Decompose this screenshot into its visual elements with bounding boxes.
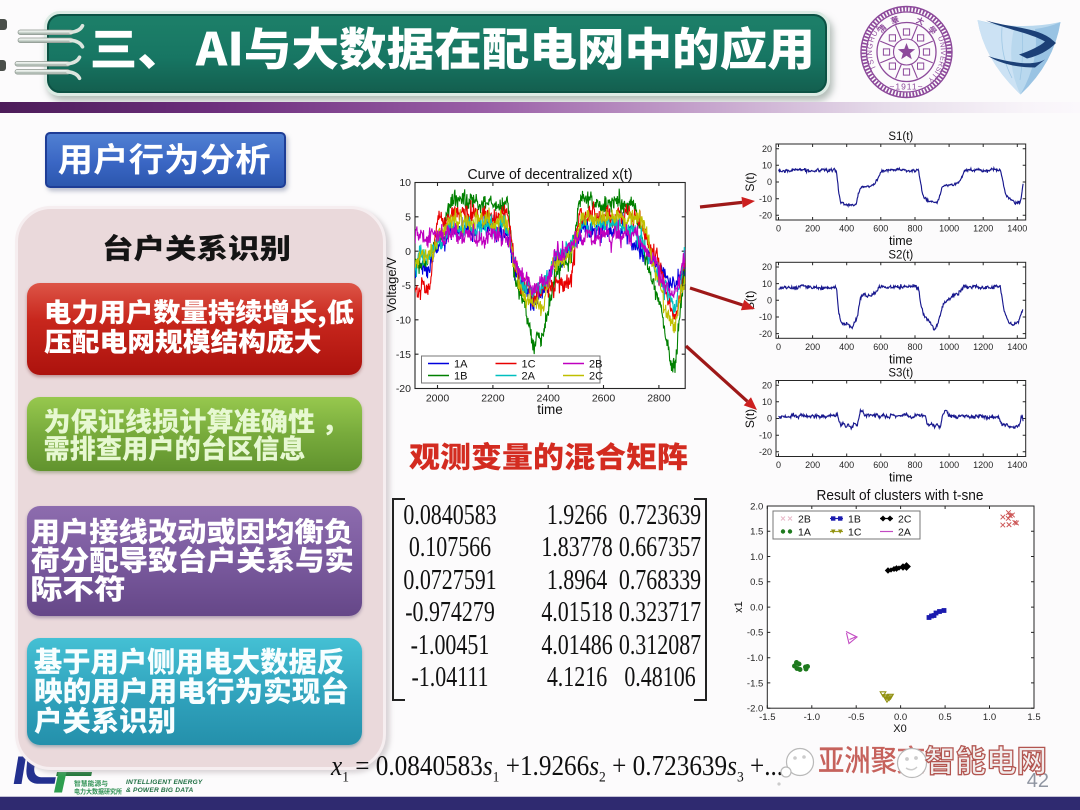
svg-text:Voltage/V: Voltage/V: [384, 257, 399, 313]
svg-text:1.5: 1.5: [750, 527, 763, 538]
svg-text:-10: -10: [759, 194, 772, 204]
svg-text:-10: -10: [759, 430, 772, 440]
svg-text:time: time: [889, 352, 913, 366]
svg-text:-15: -15: [396, 349, 411, 361]
svg-text:2600: 2600: [592, 393, 616, 405]
svg-text:time: time: [889, 234, 913, 248]
svg-text:-20: -20: [759, 447, 772, 457]
svg-text:200: 200: [805, 460, 820, 470]
svg-text:800: 800: [907, 342, 922, 352]
svg-text:S(t): S(t): [743, 172, 757, 191]
svg-text:Result of clusters with t-sne: Result of clusters with t-sne: [817, 487, 984, 504]
svg-text:1C: 1C: [522, 359, 536, 371]
svg-text:2A: 2A: [898, 526, 911, 538]
svg-text:-1.5: -1.5: [747, 678, 763, 689]
svg-text:-1.5: -1.5: [759, 712, 775, 723]
svg-text:400: 400: [839, 342, 854, 352]
svg-text:1B: 1B: [848, 513, 861, 525]
svg-text:-20: -20: [759, 329, 772, 339]
svg-text:0.0: 0.0: [894, 712, 907, 723]
svg-text:~1911~: ~1911~: [889, 82, 923, 92]
svg-text:20: 20: [762, 144, 772, 154]
svg-text:X0: X0: [893, 723, 906, 735]
svg-text:2800: 2800: [647, 393, 671, 405]
svg-text:-10: -10: [759, 312, 772, 322]
svg-text:S2(t): S2(t): [888, 249, 913, 261]
svg-text:400: 400: [839, 460, 854, 470]
svg-text:1200: 1200: [973, 460, 993, 470]
svg-text:0: 0: [767, 295, 772, 305]
svg-text:S(t): S(t): [743, 409, 757, 428]
svg-text:200: 200: [805, 342, 820, 352]
svg-text:-0.5: -0.5: [747, 628, 763, 639]
svg-text:2B: 2B: [798, 513, 811, 525]
svg-text:800: 800: [907, 224, 922, 234]
svg-text:-1.0: -1.0: [804, 712, 820, 723]
svg-text:1.0: 1.0: [750, 552, 763, 563]
svg-text:-1.0: -1.0: [747, 653, 763, 664]
svg-text:0: 0: [776, 342, 781, 352]
svg-text:1000: 1000: [939, 224, 959, 234]
svg-text:2000: 2000: [426, 393, 450, 405]
svg-text:time: time: [889, 471, 913, 485]
svg-text:0: 0: [767, 414, 772, 424]
svg-text:200: 200: [805, 224, 820, 234]
svg-text:800: 800: [907, 460, 922, 470]
svg-text:2C: 2C: [898, 513, 912, 525]
svg-text:10: 10: [762, 161, 772, 171]
svg-text:600: 600: [873, 342, 888, 352]
svg-text:1A: 1A: [454, 359, 468, 371]
svg-text:x1: x1: [733, 601, 745, 613]
svg-text:1A: 1A: [798, 526, 811, 538]
svg-text:10: 10: [762, 397, 772, 407]
svg-text:1200: 1200: [973, 342, 993, 352]
svg-text:time: time: [537, 402, 563, 417]
svg-text:-5: -5: [402, 280, 411, 292]
svg-text:1400: 1400: [1007, 460, 1027, 470]
svg-text:-2.0: -2.0: [747, 704, 763, 715]
svg-text:2.0: 2.0: [750, 501, 763, 512]
svg-text:1.5: 1.5: [1027, 712, 1040, 723]
svg-text:20: 20: [762, 262, 772, 272]
svg-text:-0.5: -0.5: [848, 712, 864, 723]
svg-text:0: 0: [767, 177, 772, 187]
svg-text:20: 20: [762, 380, 772, 390]
svg-text:400: 400: [839, 224, 854, 234]
svg-text:1.0: 1.0: [983, 712, 996, 723]
svg-text:Curve of decentralized x(t): Curve of decentralized x(t): [468, 166, 633, 183]
svg-text:600: 600: [873, 224, 888, 234]
svg-text:2400: 2400: [537, 393, 561, 405]
svg-text:0: 0: [405, 246, 411, 258]
svg-text:S3(t): S3(t): [888, 368, 913, 380]
svg-text:2C: 2C: [589, 371, 603, 383]
svg-text:10: 10: [762, 279, 772, 289]
svg-text:S1(t): S1(t): [888, 131, 913, 143]
svg-text:600: 600: [873, 460, 888, 470]
svg-text:1400: 1400: [1007, 224, 1027, 234]
svg-text:2200: 2200: [481, 393, 505, 405]
svg-text:1C: 1C: [848, 526, 862, 538]
svg-text:2A: 2A: [522, 371, 536, 383]
svg-text:1400: 1400: [1007, 342, 1027, 352]
svg-text:10: 10: [399, 177, 411, 189]
svg-text:1000: 1000: [939, 460, 959, 470]
svg-text:0.0: 0.0: [750, 602, 763, 613]
svg-text:-20: -20: [759, 211, 772, 221]
svg-text:1000: 1000: [939, 342, 959, 352]
svg-text:0: 0: [776, 460, 781, 470]
svg-text:1200: 1200: [973, 224, 993, 234]
svg-text:0.5: 0.5: [938, 712, 951, 723]
svg-text:-10: -10: [396, 315, 411, 327]
svg-text:1B: 1B: [454, 371, 467, 383]
svg-text:0.5: 0.5: [750, 577, 763, 588]
svg-text:-20: -20: [396, 383, 411, 395]
svg-text:0: 0: [776, 224, 781, 234]
svg-text:5: 5: [405, 212, 411, 224]
svg-text:2B: 2B: [589, 359, 602, 371]
